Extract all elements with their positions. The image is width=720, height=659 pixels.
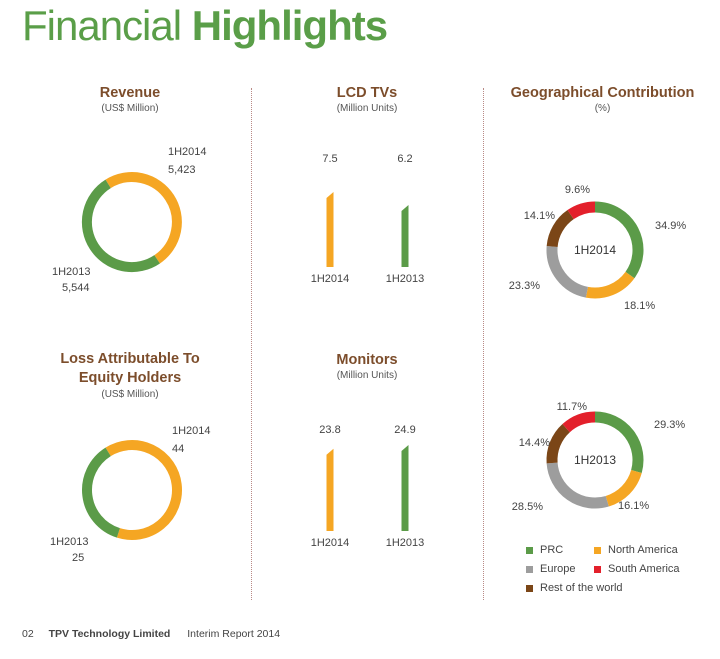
lcd-category-1h2014: 1H2014 <box>311 273 350 285</box>
monitors-category-1h2014: 1H2014 <box>311 537 350 549</box>
company-name: TPV Technology Limited <box>48 628 171 640</box>
geo-2013-slice-rest-of-the-world <box>546 424 571 464</box>
revenue-donut-chart <box>81 172 182 273</box>
revenue-label-1h2013: 1H2013 <box>52 266 91 278</box>
revenue-value-1h2013: 5,544 <box>62 282 90 294</box>
legend-label-south-america: South America <box>608 563 680 575</box>
column-divider-left <box>251 88 252 600</box>
monitors-value-1h2013: 24.9 <box>394 424 415 436</box>
loss-slice-1h2014 <box>105 440 182 540</box>
geo-2013-value-prc: 29.3% <box>654 419 685 431</box>
geo-2013-slice-north-america <box>605 469 642 507</box>
geo-2014-value-rest-of-the-world: 14.1% <box>524 210 555 222</box>
revenue-title: Revenue <box>99 85 161 101</box>
revenue-slice-1h2013 <box>81 179 160 273</box>
legend-item-north-america: North America <box>594 544 678 556</box>
monitors-value-1h2014: 23.8 <box>319 424 340 436</box>
geo-2014-value-north-america: 18.1% <box>624 300 655 312</box>
geo-2014-value-prc: 34.9% <box>655 220 686 232</box>
loss-title: Loss Attributable To Equity Holders <box>60 351 200 386</box>
geo-2014-value-europe: 23.3% <box>509 280 540 292</box>
geo-subtitle: (%) <box>594 103 611 114</box>
geo-2013-value-europe: 28.5% <box>512 501 543 513</box>
legend-item-prc: PRC <box>526 544 563 556</box>
lcd-value-1h2013: 6.2 <box>397 153 412 165</box>
geo-2013-slice-prc <box>594 411 644 473</box>
page-footer: 02 TPV Technology Limited Interim Report… <box>22 628 280 640</box>
lcd-tvs-bar-chart: 7.5 1H2014 6.2 1H2013 <box>311 153 425 285</box>
geo-2013-value-south-america: 11.7% <box>557 401 588 413</box>
report-name: Interim Report 2014 <box>187 628 281 640</box>
legend-swatch-north-america <box>594 546 601 554</box>
legend-item-south-america: South America <box>594 563 680 575</box>
geo-title: Geographical Contribution <box>510 85 695 101</box>
loss-label-1h2014: 1H2014 <box>172 425 211 437</box>
geo-2013-slice-south-america <box>562 411 596 433</box>
monitors-bar-1h2014 <box>326 448 334 531</box>
geo-2013-slice-europe <box>546 462 609 509</box>
geo-2013-center-label: 1H2013 <box>574 453 616 467</box>
revenue-label-1h2014: 1H2014 <box>168 146 207 158</box>
lcd-category-1h2013: 1H2013 <box>386 273 425 285</box>
lcd-bar-1h2013 <box>401 205 409 267</box>
legend-swatch-europe <box>526 565 533 573</box>
geo-2014-slice-prc <box>594 201 644 279</box>
revenue-value-1h2014: 5,423 <box>168 164 196 176</box>
title-bold: Highlights <box>191 2 388 49</box>
revenue-slice-1h2014 <box>105 172 182 264</box>
loss-value-1h2013: 25 <box>72 552 85 564</box>
geo-2014-slice-europe <box>546 246 589 298</box>
legend-swatch-rest-of-world <box>526 584 533 592</box>
monitors-bar-1h2013 <box>401 445 409 531</box>
geo-2013-donut-chart: 1H2013 29.3% 16.1% 28.5% 14.4% 11.7% <box>512 401 686 513</box>
geo-2014-value-south-america: 9.6% <box>565 184 590 196</box>
lcd-tvs-subtitle: (Million Units) <box>336 103 398 114</box>
monitors-category-1h2013: 1H2013 <box>386 537 425 549</box>
title-light: Financial <box>22 2 182 49</box>
monitors-bar-chart: 23.8 1H2014 24.9 1H2013 <box>311 424 425 549</box>
legend-item-europe: Europe <box>526 563 575 575</box>
geo-2014-slice-rest-of-the-world <box>546 210 574 248</box>
loss-slice-1h2013 <box>82 447 121 538</box>
monitors-title: Monitors <box>336 352 398 368</box>
lcd-bar-1h2014 <box>326 192 334 267</box>
column-divider-right <box>483 88 484 600</box>
geo-2014-slice-south-america <box>567 201 596 220</box>
loss-donut-chart <box>82 440 182 540</box>
legend-label-prc: PRC <box>540 544 564 556</box>
revenue-subtitle: (US$ Million) <box>101 103 159 114</box>
loss-label-1h2013: 1H2013 <box>50 536 89 548</box>
geo-2013-value-north-america: 16.1% <box>618 500 649 512</box>
legend-label-north-america: North America <box>608 544 678 556</box>
loss-subtitle: (US$ Million) <box>101 389 159 400</box>
lcd-value-1h2014: 7.5 <box>322 153 337 165</box>
legend-swatch-south-america <box>594 565 601 573</box>
geo-2013-value-rest-of-the-world: 14.4% <box>519 437 550 449</box>
monitors-subtitle: (Million Units) <box>336 370 398 381</box>
lcd-tvs-title: LCD TVs <box>336 85 398 101</box>
geo-2014-center-label: 1H2014 <box>574 243 616 257</box>
page-number: 02 <box>22 628 34 640</box>
geo-2014-donut-chart: 1H2014 34.9% 18.1% 23.3% 14.1% 9.6% <box>509 184 687 312</box>
geo-2014-slice-north-america <box>585 271 635 299</box>
legend-label-rest-of-world: Rest of the world <box>540 582 623 594</box>
legend-swatch-prc <box>526 546 533 554</box>
legend-label-europe: Europe <box>540 563 576 575</box>
page-title: Financial Highlights <box>22 2 388 50</box>
loss-value-1h2014: 44 <box>172 443 185 455</box>
legend-item-rest-of-world: Rest of the world <box>526 582 623 594</box>
